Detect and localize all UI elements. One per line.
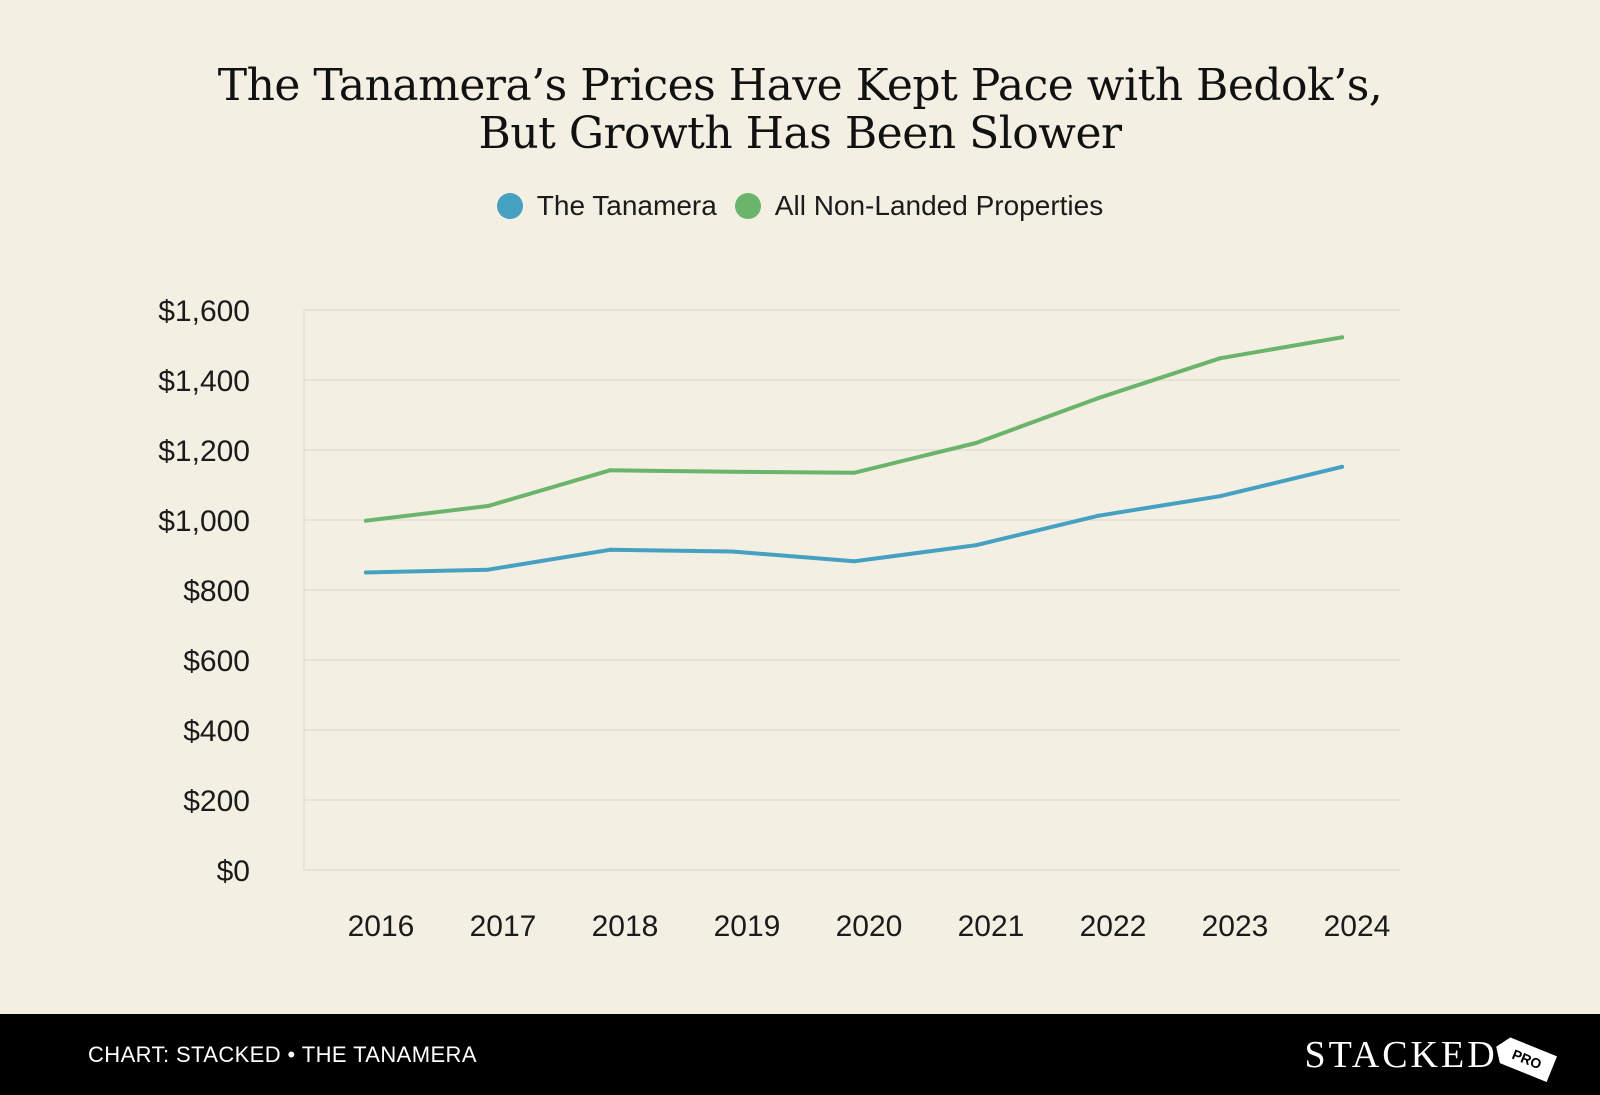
data-point-tanamera xyxy=(974,543,978,548)
data-point-non-landed xyxy=(852,470,856,475)
x-tick-label: 2022 xyxy=(1080,910,1147,943)
legend-label-non-landed: All Non-Landed Properties xyxy=(774,190,1104,221)
x-tick-label: 2020 xyxy=(836,910,903,943)
y-tick-label: $1,400 xyxy=(158,365,250,398)
data-point-non-landed xyxy=(974,441,978,445)
x-tick-label: 2017 xyxy=(470,910,537,943)
stacked-pro-logo: STACKED PRO xyxy=(1304,1030,1554,1080)
data-point-tanamera xyxy=(486,567,490,572)
series-line-non-landed xyxy=(364,335,1344,523)
y-tick-label: $1,200 xyxy=(158,435,250,468)
footer-bar: CHART: STACKED • THE TANAMERA STACKED PR… xyxy=(0,1014,1600,1095)
chart-area: The Tanamera’s Prices Have Kept Pace wit… xyxy=(0,62,1600,943)
logo-text: STACKED xyxy=(1304,1034,1498,1076)
legend-item-non-landed: All Non-Landed Properties xyxy=(734,190,1104,222)
x-tick-label: 2021 xyxy=(958,910,1025,943)
data-point-non-landed xyxy=(364,518,368,523)
data-point-non-landed xyxy=(486,504,490,508)
legend-swatch-tanamera xyxy=(496,193,523,219)
x-tick-label: 2016 xyxy=(348,910,415,943)
data-point-non-landed xyxy=(608,468,612,473)
data-point-tanamera xyxy=(730,549,734,554)
chart-plot: $0 $200 $400 $600 $800 $1,000 $1,200 $1,400 $1,6… xyxy=(158,295,1400,943)
footer-caption: CHART: STACKED • THE TANAMERA xyxy=(88,1042,477,1067)
data-point-non-landed xyxy=(1340,335,1344,340)
y-tick-label: $200 xyxy=(183,785,250,818)
y-tick-label: $800 xyxy=(183,575,250,608)
x-tick-label: 2018 xyxy=(592,910,659,943)
data-point-non-landed xyxy=(1218,356,1222,361)
chart-legend: The Tanamera All Non-Landed Properties xyxy=(0,190,1600,222)
y-tick-label: $0 xyxy=(217,855,250,888)
x-tick-label: 2019 xyxy=(714,910,781,943)
data-point-tanamera xyxy=(608,547,612,552)
chart-title: The Tanamera’s Prices Have Kept Pace wit… xyxy=(0,62,1600,158)
data-point-tanamera xyxy=(1340,464,1344,469)
chart-title-line-2: But Growth Has Been Slower xyxy=(478,108,1122,159)
logo-pro-badge: PRO xyxy=(1491,1034,1557,1083)
y-tick-label: $400 xyxy=(183,715,250,748)
data-point-non-landed xyxy=(1096,396,1100,401)
chart-title-line-1: The Tanamera’s Prices Have Kept Pace wit… xyxy=(217,60,1383,111)
data-point-tanamera xyxy=(364,570,368,575)
x-tick-label: 2024 xyxy=(1324,910,1391,943)
legend-swatch-non-landed xyxy=(734,193,761,219)
y-tick-label: $1,600 xyxy=(158,295,250,328)
y-tick-label: $600 xyxy=(183,645,250,678)
data-point-tanamera xyxy=(852,559,856,564)
data-point-tanamera xyxy=(1096,513,1100,518)
data-point-non-landed xyxy=(730,469,734,474)
x-tick-label: 2023 xyxy=(1202,910,1269,943)
y-tick-label: $1,000 xyxy=(158,505,250,538)
data-point-tanamera xyxy=(1218,494,1222,499)
legend-label-tanamera: The Tanamera xyxy=(536,190,717,221)
legend-item-tanamera: The Tanamera xyxy=(496,190,717,222)
